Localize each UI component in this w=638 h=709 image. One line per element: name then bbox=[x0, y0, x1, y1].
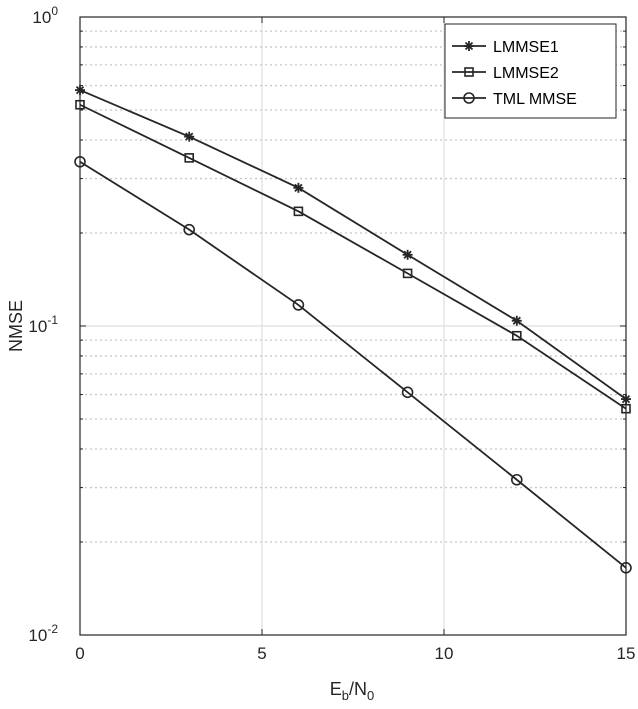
data-point bbox=[511, 315, 522, 326]
data-point bbox=[184, 131, 195, 142]
legend-label: LMMSE2 bbox=[493, 65, 559, 82]
series-line bbox=[79, 89, 627, 400]
x-tick-label: 0 bbox=[75, 644, 84, 663]
legend-label: LMMSE1 bbox=[493, 39, 559, 56]
data-point bbox=[292, 299, 305, 311]
data-point bbox=[510, 473, 523, 486]
y-tick-label: 100 bbox=[32, 4, 58, 27]
data-point bbox=[511, 330, 522, 341]
data-point bbox=[402, 268, 413, 279]
legend: LMMSE1 LMMSE2 TML MMSE bbox=[444, 23, 617, 119]
x-axis-label-base: E bbox=[330, 679, 342, 699]
y-tick-label: 10-2 bbox=[28, 622, 58, 645]
legend-entry: LMMSE1 bbox=[452, 39, 559, 56]
x-tick-label: 5 bbox=[257, 644, 266, 663]
x-tick-label: 10 bbox=[435, 644, 454, 663]
x-axis-label-sub2: 0 bbox=[367, 688, 374, 703]
data-point bbox=[293, 206, 304, 217]
y-axis-label: NMSE bbox=[6, 300, 26, 352]
legend-marker bbox=[463, 92, 475, 104]
data-point bbox=[183, 223, 195, 236]
data-point bbox=[293, 182, 304, 193]
legend-entry: LMMSE2 bbox=[452, 65, 559, 82]
legend-label: TML MMSE bbox=[493, 91, 577, 108]
data-point bbox=[402, 249, 413, 260]
x-axis-label-sub1: b bbox=[342, 688, 349, 703]
data-point bbox=[184, 153, 194, 163]
x-axis-label: Eb/N0 bbox=[330, 679, 374, 703]
data-point bbox=[401, 386, 414, 399]
legend-marker bbox=[464, 41, 474, 51]
legend-marker bbox=[464, 67, 474, 77]
series-line bbox=[79, 161, 627, 569]
x-tick-label: 15 bbox=[617, 644, 636, 663]
legend-entry: TML MMSE bbox=[452, 91, 577, 108]
y-tick-label: 10-1 bbox=[28, 313, 58, 336]
x-axis-label-sep: /N bbox=[349, 679, 367, 699]
axis-ticks: 0 5 10 15 100 10-1 10-2 bbox=[28, 4, 635, 663]
series-line bbox=[79, 103, 627, 410]
